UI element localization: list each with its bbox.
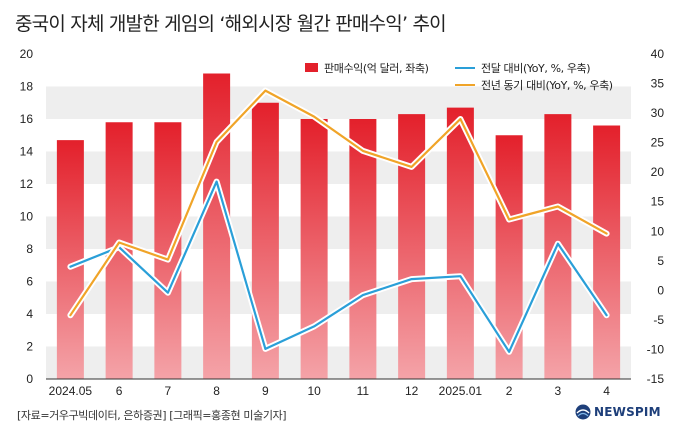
- x-tick-label: 7: [165, 384, 172, 398]
- line-series: [67, 87, 610, 355]
- logo-globe-icon: [575, 404, 591, 420]
- grid-band: [46, 216, 631, 249]
- newspim-logo: NEWSPIM: [575, 404, 661, 420]
- y-left-tick-label: 2: [26, 340, 33, 354]
- grid-bands: [46, 86, 631, 379]
- grid-band: [46, 346, 631, 379]
- x-tick-label: 12: [405, 384, 419, 398]
- y-right-tick-label: 40: [651, 47, 665, 61]
- y-right-tick-label: 10: [651, 224, 665, 238]
- x-tick-label: 2025.01: [439, 384, 483, 398]
- y-left-tick-label: 0: [26, 372, 33, 386]
- x-tick-label: 2: [506, 384, 513, 398]
- bar: [446, 107, 474, 379]
- y-left-tick-label: 14: [20, 145, 34, 159]
- y-right-tick-label: 35: [651, 77, 665, 91]
- y-right-tick-label: 20: [651, 165, 665, 179]
- y-right-tick-label: 30: [651, 106, 665, 120]
- y-left-tick-label: 12: [20, 177, 34, 191]
- x-tick-label: 9: [262, 384, 269, 398]
- y-right-tick-label: -5: [653, 313, 664, 327]
- yoy-line: [69, 89, 608, 317]
- legend-label-mom: 전달 대비(YoY, %, 우축): [481, 62, 590, 75]
- bar: [251, 102, 279, 379]
- bar: [349, 119, 377, 379]
- x-tick-label: 2024.05: [49, 384, 93, 398]
- y-right-tick-label: 25: [651, 136, 665, 150]
- legend-label-bar: 판매수익(억 달러, 좌축): [324, 62, 429, 75]
- legend-swatch-bar: [305, 63, 318, 72]
- bar: [593, 125, 621, 379]
- series-line-halo: [67, 178, 610, 355]
- legend: 판매수익(억 달러, 좌축) 전달 대비(YoY, %, 우축) 전년 동기 대…: [305, 62, 613, 92]
- y-left-tick-label: 18: [20, 80, 34, 94]
- chart-title: 중국이 자체 개발한 게임의 ‘해외시장 월간 판매수익’ 추이: [15, 13, 447, 35]
- bar: [300, 119, 328, 379]
- bar: [56, 140, 84, 379]
- x-tick-label: 11: [357, 384, 370, 398]
- x-tick-label: 3: [555, 384, 562, 398]
- y-axis-left: 0 2 4 6 8 10 12 14 16 18 20: [20, 47, 34, 386]
- legend-label-yoy: 전년 동기 대비(YoY, %, 우축): [481, 79, 613, 92]
- y-right-tick-label: 5: [657, 254, 664, 268]
- x-axis: 2024.05 6 7 8 9 10 11 12 2025.01 2 3 4: [46, 378, 631, 398]
- y-right-tick-label: 0: [657, 283, 664, 297]
- y-right-tick-label: -15: [647, 372, 665, 386]
- y-left-tick-label: 20: [20, 47, 34, 61]
- y-right-tick-label: -10: [647, 342, 665, 356]
- grid-band: [46, 86, 631, 119]
- y-left-tick-label: 6: [26, 275, 33, 289]
- y-right-tick-label: 15: [651, 195, 665, 209]
- bar: [203, 73, 231, 379]
- bar: [154, 122, 182, 379]
- y-left-tick-label: 4: [26, 307, 33, 321]
- x-tick-label: 8: [213, 384, 220, 398]
- mom-line: [69, 180, 608, 353]
- source-credit: [자료=거우구빅데이터, 은하증권] [그래픽=홍종현 미술기자]: [17, 409, 287, 422]
- x-tick-label: 10: [307, 384, 321, 398]
- x-tick-label: 6: [116, 384, 123, 398]
- y-left-tick-label: 8: [26, 242, 33, 256]
- y-left-tick-label: 16: [20, 112, 34, 126]
- y-left-tick-label: 10: [20, 210, 34, 224]
- y-axis-right: -15 -10 -5 0 5 10 15 20 25 30 35 40: [647, 47, 665, 386]
- logo-text: NEWSPIM: [594, 405, 661, 419]
- bar-series: [56, 73, 621, 379]
- grid-band: [46, 151, 631, 184]
- x-tick-label: 4: [603, 384, 610, 398]
